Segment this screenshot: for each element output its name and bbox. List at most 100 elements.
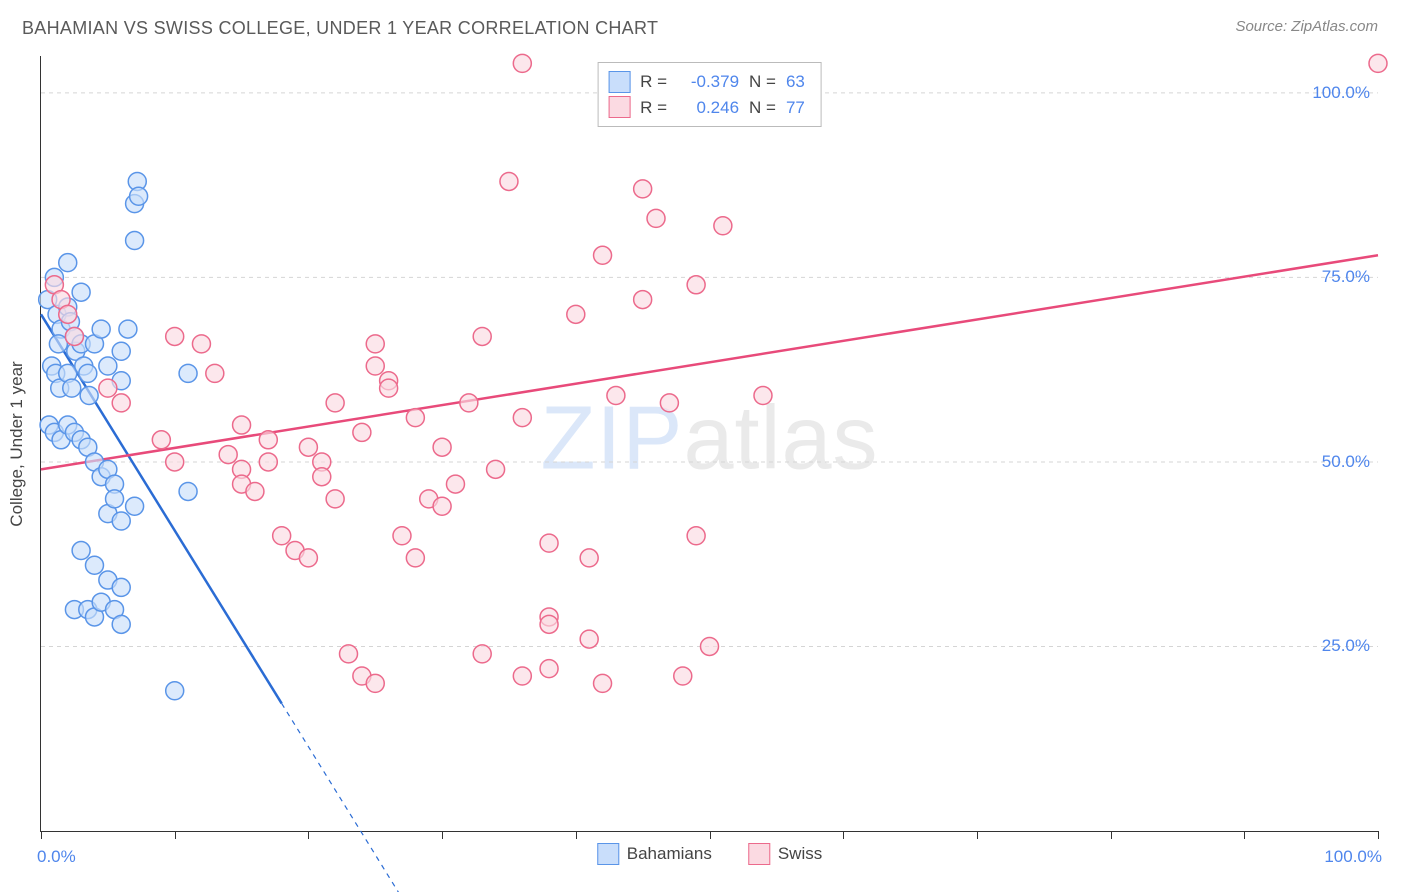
y-tick-label: 75.0% <box>1322 267 1370 287</box>
y-tick-label: 50.0% <box>1322 452 1370 472</box>
x-tick <box>41 831 42 839</box>
data-point <box>687 276 705 294</box>
data-point <box>179 482 197 500</box>
data-point <box>166 327 184 345</box>
corr-row-bahamians: R = -0.379 N = 63 <box>608 69 805 95</box>
swatch-bahamians <box>608 71 630 93</box>
data-point <box>433 497 451 515</box>
x-tick-label: 100.0% <box>1324 847 1382 867</box>
source-attribution: Source: ZipAtlas.com <box>1235 18 1378 35</box>
data-point <box>299 438 317 456</box>
data-point <box>513 667 531 685</box>
data-point <box>580 630 598 648</box>
x-tick <box>843 831 844 839</box>
data-point <box>567 305 585 323</box>
data-point <box>366 674 384 692</box>
data-point <box>594 246 612 264</box>
data-point <box>99 357 117 375</box>
data-point <box>259 453 277 471</box>
y-tick-label: 25.0% <box>1322 636 1370 656</box>
data-point <box>406 409 424 427</box>
x-tick <box>175 831 176 839</box>
data-point <box>406 549 424 567</box>
data-point <box>166 453 184 471</box>
data-point <box>594 674 612 692</box>
legend-label-bahamians: Bahamians <box>627 844 712 864</box>
data-point <box>674 667 692 685</box>
data-point <box>259 431 277 449</box>
N-value-bahamians: 63 <box>786 69 805 95</box>
data-point <box>112 578 130 596</box>
y-axis-title: College, Under 1 year <box>7 361 27 526</box>
x-tick <box>442 831 443 839</box>
x-tick <box>1244 831 1245 839</box>
data-point <box>273 527 291 545</box>
data-point <box>126 497 144 515</box>
data-point <box>473 645 491 663</box>
data-point <box>126 232 144 250</box>
R-value-bahamians: -0.379 <box>677 69 739 95</box>
x-tick <box>710 831 711 839</box>
data-point <box>393 527 411 545</box>
data-point <box>313 468 331 486</box>
data-point <box>192 335 210 353</box>
N-label: N = <box>749 95 776 121</box>
x-tick <box>1111 831 1112 839</box>
x-tick <box>977 831 978 839</box>
data-point <box>59 305 77 323</box>
data-point <box>326 394 344 412</box>
R-label: R = <box>640 95 667 121</box>
data-point <box>634 180 652 198</box>
data-point <box>299 549 317 567</box>
regression-line <box>41 255 1378 469</box>
data-point <box>92 320 110 338</box>
data-point <box>80 387 98 405</box>
data-point <box>701 637 719 655</box>
legend-swatch-swiss <box>748 843 770 865</box>
data-point <box>63 379 81 397</box>
data-point <box>246 482 264 500</box>
N-label: N = <box>749 69 776 95</box>
chart-title: BAHAMIAN VS SWISS COLLEGE, UNDER 1 YEAR … <box>22 18 658 39</box>
N-value-swiss: 77 <box>786 95 805 121</box>
data-point <box>500 172 518 190</box>
data-point <box>1369 54 1387 72</box>
swatch-swiss <box>608 96 630 118</box>
data-point <box>166 682 184 700</box>
data-point <box>49 335 67 353</box>
data-point <box>112 615 130 633</box>
x-tick <box>576 831 577 839</box>
scatter-svg <box>41 56 1378 831</box>
regression-line-ext <box>282 703 416 892</box>
data-point <box>580 549 598 567</box>
data-point <box>112 342 130 360</box>
data-point <box>460 394 478 412</box>
data-point <box>366 335 384 353</box>
data-point <box>540 660 558 678</box>
data-point <box>380 379 398 397</box>
correlation-legend: R = -0.379 N = 63 R = 0.246 N = 77 <box>597 62 822 127</box>
data-point <box>487 460 505 478</box>
legend-swatch-bahamians <box>597 843 619 865</box>
data-point <box>687 527 705 545</box>
data-point <box>119 320 137 338</box>
data-point <box>85 556 103 574</box>
data-point <box>540 534 558 552</box>
data-point <box>152 431 170 449</box>
data-point <box>540 615 558 633</box>
corr-row-swiss: R = 0.246 N = 77 <box>608 95 805 121</box>
data-point <box>112 394 130 412</box>
data-point <box>326 490 344 508</box>
data-point <box>59 254 77 272</box>
legend-label-swiss: Swiss <box>778 844 822 864</box>
data-point <box>634 291 652 309</box>
legend-item-swiss: Swiss <box>748 843 822 865</box>
data-point <box>714 217 732 235</box>
data-point <box>446 475 464 493</box>
data-point <box>206 364 224 382</box>
data-point <box>607 387 625 405</box>
x-tick <box>308 831 309 839</box>
data-point <box>179 364 197 382</box>
series-legend: Bahamians Swiss <box>597 843 822 865</box>
data-point <box>65 327 83 345</box>
